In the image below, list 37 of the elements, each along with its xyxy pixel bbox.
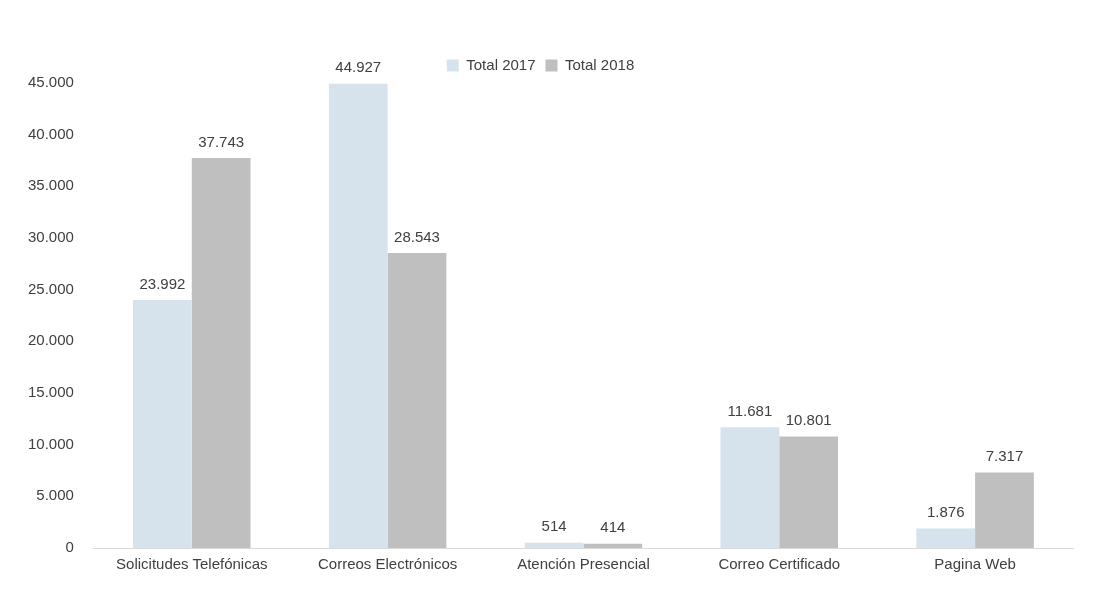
data-label: 514 [541, 517, 567, 535]
data-label: 44.927 [335, 58, 382, 76]
y-tick-label: 10.000 [27, 434, 74, 452]
legend-label: Total 2018 [565, 55, 635, 73]
x-tick-label: Correo Certificado [718, 555, 841, 573]
bar [524, 542, 584, 548]
y-tick-label: 5.000 [36, 486, 74, 504]
y-tick-label: 15.000 [27, 383, 74, 401]
data-label: 10.801 [785, 411, 832, 429]
x-tick-label: Atención Presencial [517, 555, 650, 573]
x-tick-label: Correos Electrónicos [318, 555, 458, 573]
legend-label: Total 2017 [466, 55, 536, 73]
bar [133, 300, 192, 548]
data-label: 23.992 [139, 274, 186, 292]
data-label: 414 [600, 518, 626, 536]
y-tick-label: 30.000 [27, 228, 74, 246]
data-label: 28.543 [394, 227, 440, 245]
y-tick-label: 25.000 [27, 279, 74, 297]
bar [191, 157, 251, 548]
bar [720, 427, 780, 548]
x-tick-label: Solicitudes Telefónicas [116, 555, 268, 573]
bar [916, 528, 976, 548]
x-tick-label: Pagina Web [934, 555, 1016, 573]
bar [779, 436, 839, 548]
data-label: 7.317 [985, 447, 1024, 465]
y-tick-label: 20.000 [27, 331, 74, 349]
y-tick-label: 0 [65, 538, 74, 556]
bar [328, 83, 388, 548]
bar [387, 253, 447, 548]
data-label: 11.681 [727, 401, 773, 419]
y-tick-label: 35.000 [27, 176, 74, 194]
data-label: 37.743 [198, 132, 245, 150]
bar [975, 472, 1034, 548]
y-tick-label: 40.000 [27, 124, 74, 142]
data-label: 1.876 [926, 503, 965, 521]
y-tick-label: 45.000 [27, 73, 74, 91]
bar [583, 543, 643, 548]
